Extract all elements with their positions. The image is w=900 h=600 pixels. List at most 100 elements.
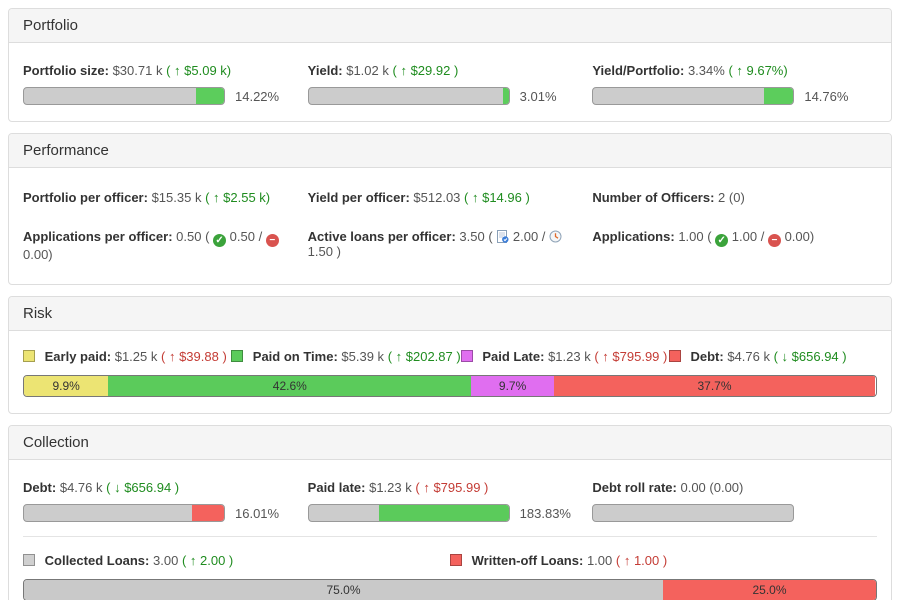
change-open: ( bbox=[594, 349, 603, 364]
metric-label: Active loans per officer: bbox=[307, 229, 456, 244]
progress-percent: 14.76% bbox=[804, 88, 849, 104]
change-amount: $202.87 ) bbox=[402, 349, 461, 364]
legend-paid-late: Paid Late: $1.23 k ( ↑ $795.99 ) bbox=[460, 349, 669, 364]
approved-check-icon: ✓ bbox=[213, 234, 227, 247]
metric-portfolio-per-officer: Portfolio per officer: $15.35 k ( ↑ $2.5… bbox=[23, 190, 308, 205]
progress-bar-fill bbox=[502, 88, 509, 104]
metric-value: 0.00 (0.00) bbox=[680, 480, 744, 495]
legend-label: Debt: bbox=[690, 349, 724, 364]
metric-bar-row: 14.76% bbox=[592, 87, 861, 105]
legend-change: ( ↑ $39.88 ) bbox=[161, 349, 227, 364]
trend-up-arrow-icon: ↑ bbox=[174, 63, 181, 78]
risk-panel-body: Early paid: $1.25 k ( ↑ $39.88 ) Paid on… bbox=[9, 331, 891, 413]
legend-change: ( ↑ 1.00 ) bbox=[616, 553, 667, 568]
legend-change: ( ↑ 2.00 ) bbox=[182, 553, 233, 568]
progress-bar-fill bbox=[195, 88, 224, 104]
current-loans-count: 2.00 / bbox=[512, 229, 550, 244]
legend-change: ( ↑ $202.87 ) bbox=[388, 349, 461, 364]
legend-value: $5.39 k bbox=[341, 349, 385, 364]
change-open: ( bbox=[415, 480, 424, 495]
metric-value: 2 (0) bbox=[718, 190, 745, 205]
stacked-segment: 25.0% bbox=[663, 580, 876, 600]
metric-applications-per-officer: Applications per officer: 0.50 ( ✓ 0.50 … bbox=[23, 229, 308, 262]
stacked-segment: 42.6% bbox=[108, 376, 472, 396]
change-open: ( bbox=[181, 553, 190, 568]
progress-bar bbox=[307, 87, 510, 105]
risk-panel-header: Risk bbox=[9, 297, 891, 331]
change-open: ( bbox=[166, 63, 175, 78]
denied-count: 0.00) bbox=[23, 247, 53, 262]
metric-bar-row: 183.83% bbox=[307, 504, 577, 522]
trend-up-arrow-icon: ↑ bbox=[602, 349, 609, 364]
panel-title: Performance bbox=[23, 142, 109, 159]
progress-bar bbox=[23, 87, 225, 105]
metric-value: $4.76 k bbox=[59, 480, 103, 495]
legend-label: Paid on Time: bbox=[252, 349, 338, 364]
change-amount: $5.09 k) bbox=[180, 63, 232, 78]
legend-collected-loans: Collected Loans: 3.00 ( ↑ 2.00 ) bbox=[23, 553, 450, 568]
legend-paid-on-time: Paid on Time: $5.39 k ( ↑ $202.87 ) bbox=[231, 349, 461, 364]
legend-swatch bbox=[23, 350, 35, 362]
change-amount: 1.00 ) bbox=[630, 553, 668, 568]
metric-paid-late: Paid late: $1.23 k ( ↑ $795.99 ) 183.83% bbox=[307, 474, 593, 522]
denied-count: 0.00) bbox=[784, 229, 815, 244]
approved-count: 0.50 / bbox=[229, 229, 266, 244]
legend-swatch bbox=[231, 350, 244, 362]
progress-bar bbox=[307, 504, 510, 522]
metric-label: Portfolio size: bbox=[23, 63, 109, 78]
metric-label-line: Debt roll rate: 0.00 (0.00) bbox=[592, 480, 861, 495]
change-open: ( bbox=[464, 190, 472, 205]
collection-panel-header: Collection bbox=[9, 426, 891, 460]
metric-bar-row bbox=[592, 504, 861, 522]
trend-up-arrow-icon: ↑ bbox=[471, 190, 479, 205]
trend-down-arrow-icon: ↓ bbox=[114, 480, 121, 495]
document-icon bbox=[497, 230, 509, 243]
denied-minus-icon: − bbox=[767, 234, 781, 247]
performance-panel-header: Performance bbox=[9, 134, 891, 168]
metric-value: $1.23 k bbox=[369, 480, 412, 495]
change-open: ( bbox=[387, 349, 396, 364]
legend-value: 1.00 bbox=[586, 553, 613, 568]
risk-stacked-bar: 9.9% 42.6% 9.7% 37.7% bbox=[23, 375, 877, 397]
legend-swatch bbox=[23, 554, 35, 566]
legend-label: Paid Late: bbox=[482, 349, 545, 364]
stacked-segment: 75.0% bbox=[24, 580, 663, 600]
trend-up-arrow-icon: ↑ bbox=[623, 553, 631, 568]
late-loans-count: 1.50 ) bbox=[307, 244, 341, 259]
panel-title: Portfolio bbox=[23, 17, 79, 34]
legend-label: Written-off Loans: bbox=[471, 553, 584, 568]
metric-label: Number of Officers: bbox=[592, 190, 715, 205]
metric-yield-per-officer: Yield per officer: $512.03 ( ↑ $14.96 ) bbox=[308, 190, 593, 205]
metric-value: 3.50 ( bbox=[459, 229, 497, 244]
collection-stacked-bar: 75.0% 25.0% bbox=[23, 579, 877, 600]
trend-up-arrow-icon: ↑ bbox=[423, 480, 430, 495]
change-amount: $656.94 ) bbox=[120, 480, 180, 495]
progress-percent: 16.01% bbox=[235, 505, 280, 521]
performance-row-2: Applications per officer: 0.50 ( ✓ 0.50 … bbox=[23, 229, 877, 262]
metric-change: ( ↑ 9.67%) bbox=[728, 63, 787, 78]
progress-percent: 3.01% bbox=[519, 88, 557, 104]
change-amount: $2.55 k) bbox=[219, 190, 271, 205]
progress-percent: 14.22% bbox=[235, 88, 280, 104]
metric-change: ( ↑ $795.99 ) bbox=[415, 480, 488, 495]
metric-label-line: Paid late: $1.23 k ( ↑ $795.99 ) bbox=[308, 480, 577, 495]
trend-up-arrow-icon: ↑ bbox=[213, 190, 220, 205]
legend-value: 3.00 bbox=[153, 553, 179, 568]
metric-label: Paid late: bbox=[307, 480, 366, 495]
metric-value: 3.34% bbox=[687, 63, 725, 78]
metric-value: $1.02 k bbox=[346, 63, 389, 78]
metric-applications: Applications: 1.00 ( ✓ 1.00 / − 0.00) bbox=[592, 229, 877, 262]
collection-panel-body: Debt: $4.76 k ( ↓ $656.94 ) 16.01% Paid … bbox=[9, 460, 891, 600]
change-amount: $795.99 ) bbox=[608, 349, 668, 364]
trend-up-arrow-icon: ↑ bbox=[400, 63, 407, 78]
approved-count: 1.00 / bbox=[731, 229, 768, 244]
trend-up-arrow-icon: ↑ bbox=[189, 553, 197, 568]
panel-title: Collection bbox=[23, 434, 89, 451]
metric-label: Applications: bbox=[592, 229, 675, 244]
legend-swatch bbox=[450, 554, 462, 566]
legend-change: ( ↑ $795.99 ) bbox=[594, 349, 667, 364]
metric-yield: Yield: $1.02 k ( ↑ $29.92 ) 3.01% bbox=[307, 57, 593, 105]
metric-label: Debt roll rate: bbox=[592, 480, 677, 495]
metric-bar-row: 3.01% bbox=[307, 87, 577, 105]
stacked-segment: 9.9% bbox=[24, 376, 109, 396]
